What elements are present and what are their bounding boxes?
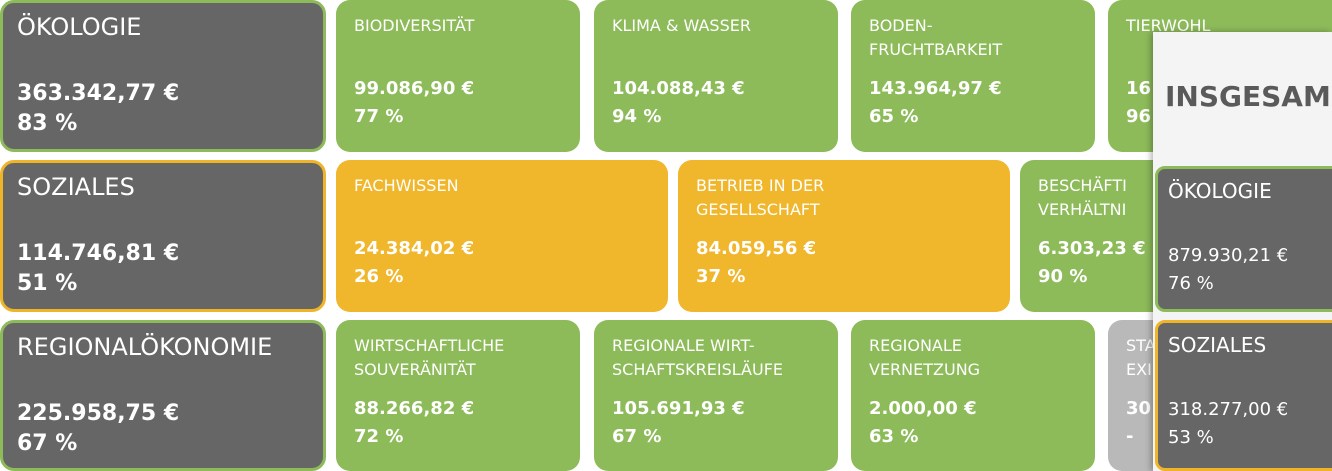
label-line: STA xyxy=(1126,336,1156,355)
summary-panel: INSGESAM ÖKOLOGIE 879.930,21 € 76 % SOZIALE… xyxy=(1153,32,1332,471)
indicator-amount: 88.266,82 € xyxy=(354,398,475,419)
category-percent: 67 % xyxy=(17,431,78,456)
indicator-amount: 99.086,90 € xyxy=(354,78,475,99)
indicator-percent: - xyxy=(1126,426,1134,447)
indicator-label: STA EXI xyxy=(1126,334,1156,382)
label-line: TIERWOHL xyxy=(1126,16,1211,35)
label-line: SOZIALES xyxy=(17,173,135,201)
summary-amount: 318.277,00 € xyxy=(1168,399,1289,420)
indicator-tile: FACHWISSEN 24.384,02 € 26 % xyxy=(336,160,668,312)
label-line: FACHWISSEN xyxy=(354,176,459,195)
indicator-amount: 16 xyxy=(1126,78,1152,99)
indicator-percent: 67 % xyxy=(612,426,662,447)
label-line: VERHÄLTNI xyxy=(1038,200,1127,219)
indicator-tile: BETRIEB IN DER GESELLSCHAFT 84.059,56 € 37 … xyxy=(678,160,1010,312)
label-line: BODEN- xyxy=(869,16,933,35)
indicator-amount: 104.088,43 € xyxy=(612,78,745,99)
label-line: KLIMA & WASSER xyxy=(612,16,751,35)
label-line: BESCHÄFTI xyxy=(1038,176,1127,195)
summary-amount: 879.930,21 € xyxy=(1168,245,1289,266)
category-label: ÖKOLOGIE xyxy=(17,13,141,41)
indicator-tile: BODEN- FRUCHTBARKEIT 143.964,97 € 65 % xyxy=(851,0,1095,152)
indicator-amount: 84.059,56 € xyxy=(696,238,817,259)
label-line: VERNETZUNG xyxy=(869,360,981,379)
indicator-percent: 63 % xyxy=(869,426,919,447)
indicator-label: REGIONALE WIRT- SCHAFTSKREISLÄUFE xyxy=(612,334,783,382)
indicator-label: KLIMA & WASSER xyxy=(612,14,751,38)
label-line: ÖKOLOGIE xyxy=(17,13,142,41)
indicator-label: WIRTSCHAFTLICHE SOUVERÄNITÄT xyxy=(354,334,504,382)
indicator-amount: 6.303,23 € xyxy=(1038,238,1146,259)
indicator-percent: 90 % xyxy=(1038,266,1088,287)
indicator-amount: 30 xyxy=(1126,398,1152,419)
indicator-label: BESCHÄFTI VERHÄLTNI xyxy=(1038,174,1127,222)
indicator-label: BETRIEB IN DER GESELLSCHAFT xyxy=(696,174,824,222)
label-line: BIODIVERSITÄT xyxy=(354,16,475,35)
label-line: REGIONALE WIRT- xyxy=(612,336,755,355)
indicator-label: TIERWOHL xyxy=(1126,14,1210,38)
category-amount: 114.746,81 € xyxy=(17,241,180,266)
summary-label: SOZIALES xyxy=(1168,333,1267,357)
summary-percent: 53 % xyxy=(1168,427,1214,448)
indicator-tile: BIODIVERSITÄT 99.086,90 € 77 % xyxy=(336,0,580,152)
summary-tile: SOZIALES 318.277,00 € 53 % xyxy=(1155,320,1332,471)
label-line: GESELLSCHAFT xyxy=(696,200,820,219)
indicator-amount: 143.964,97 € xyxy=(869,78,1002,99)
indicator-amount: 105.691,93 € xyxy=(612,398,745,419)
indicator-amount: 24.384,02 € xyxy=(354,238,475,259)
indicator-percent: 65 % xyxy=(869,106,919,127)
indicator-percent: 72 % xyxy=(354,426,404,447)
label-line: SCHAFTSKREISLÄUFE xyxy=(612,360,783,379)
category-tile: SOZIALES 114.746,81 € 51 % xyxy=(0,160,326,312)
summary-title: INSGESAM xyxy=(1165,80,1331,113)
label-line: BETRIEB IN DER xyxy=(696,176,825,195)
category-percent: 83 % xyxy=(17,111,78,136)
category-label: SOZIALES xyxy=(17,173,135,201)
indicator-label: BIODIVERSITÄT xyxy=(354,14,474,38)
category-amount: 225.958,75 € xyxy=(17,401,180,426)
label-line: SOUVERÄNITÄT xyxy=(354,360,476,379)
indicator-percent: 96 xyxy=(1126,106,1152,127)
indicator-label: REGIONALE VERNETZUNG xyxy=(869,334,980,382)
label-line: WIRTSCHAFTLICHE xyxy=(354,336,505,355)
label-line: EXI xyxy=(1126,360,1152,379)
indicator-tile: KLIMA & WASSER 104.088,43 € 94 % xyxy=(594,0,838,152)
indicator-percent: 37 % xyxy=(696,266,746,287)
category-amount: 363.342,77 € xyxy=(17,81,180,106)
summary-percent: 76 % xyxy=(1168,273,1214,294)
summary-tile: ÖKOLOGIE 879.930,21 € 76 % xyxy=(1155,166,1332,312)
category-tile: REGIONALÖKONOMIE 225.958,75 € 67 % xyxy=(0,320,326,471)
indicator-percent: 94 % xyxy=(612,106,662,127)
indicator-tile: REGIONALE VERNETZUNG 2.000,00 € 63 % xyxy=(851,320,1095,471)
indicator-tile: WIRTSCHAFTLICHE SOUVERÄNITÄT 88.266,82 € 72… xyxy=(336,320,580,471)
indicator-tile: REGIONALE WIRT- SCHAFTSKREISLÄUFE 105.691,… xyxy=(594,320,838,471)
category-label: REGIONALÖKONOMIE xyxy=(17,333,272,361)
indicator-percent: 26 % xyxy=(354,266,404,287)
summary-label: ÖKOLOGIE xyxy=(1168,179,1272,203)
label-line: REGIONALÖKONOMIE xyxy=(17,333,273,361)
indicator-percent: 77 % xyxy=(354,106,404,127)
indicator-label: BODEN- FRUCHTBARKEIT xyxy=(869,14,1002,62)
label-line: REGIONALE xyxy=(869,336,962,355)
indicator-label: FACHWISSEN xyxy=(354,174,459,198)
category-tile: ÖKOLOGIE 363.342,77 € 83 % xyxy=(0,0,326,152)
label-line: FRUCHTBARKEIT xyxy=(869,40,1003,59)
category-percent: 51 % xyxy=(17,271,78,296)
indicator-amount: 2.000,00 € xyxy=(869,398,977,419)
